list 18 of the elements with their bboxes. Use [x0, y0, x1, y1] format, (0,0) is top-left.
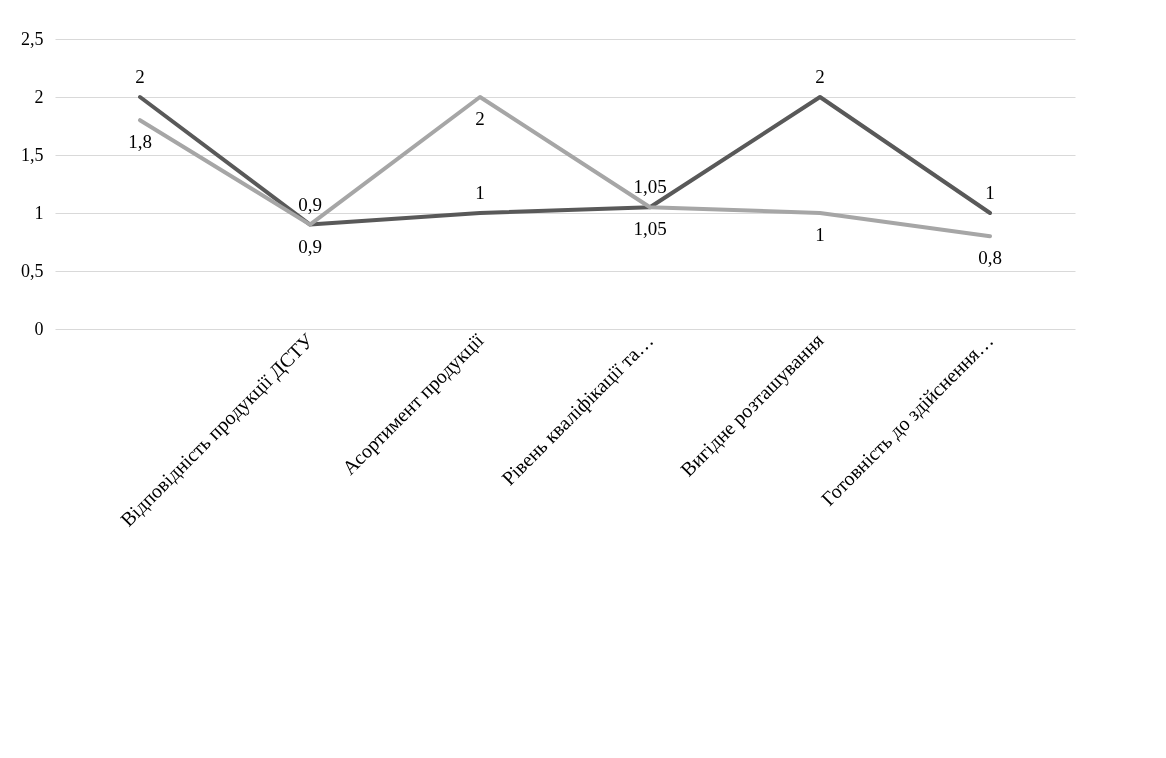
y-tick-label: 0,5: [21, 260, 44, 281]
data-label: 1,05: [633, 218, 667, 240]
data-label: 2: [475, 108, 485, 129]
data-label: 1: [475, 182, 485, 203]
data-label: 0,8: [978, 247, 1002, 269]
y-tick-label: 0: [34, 318, 44, 339]
data-label: 2: [135, 66, 145, 87]
data-label: 1: [985, 182, 995, 203]
data-label: 2: [815, 66, 825, 87]
data-label: 1,8: [128, 131, 152, 153]
data-label: 0,9: [298, 193, 322, 215]
y-tick-label: 1,5: [21, 144, 44, 165]
data-label: 1: [815, 224, 825, 245]
y-tick-label: 2,5: [21, 28, 44, 49]
y-tick-label: 1: [34, 202, 44, 223]
y-tick-label: 2: [34, 86, 44, 107]
data-label: 1,05: [633, 176, 667, 198]
data-label: 0,9: [298, 235, 322, 257]
